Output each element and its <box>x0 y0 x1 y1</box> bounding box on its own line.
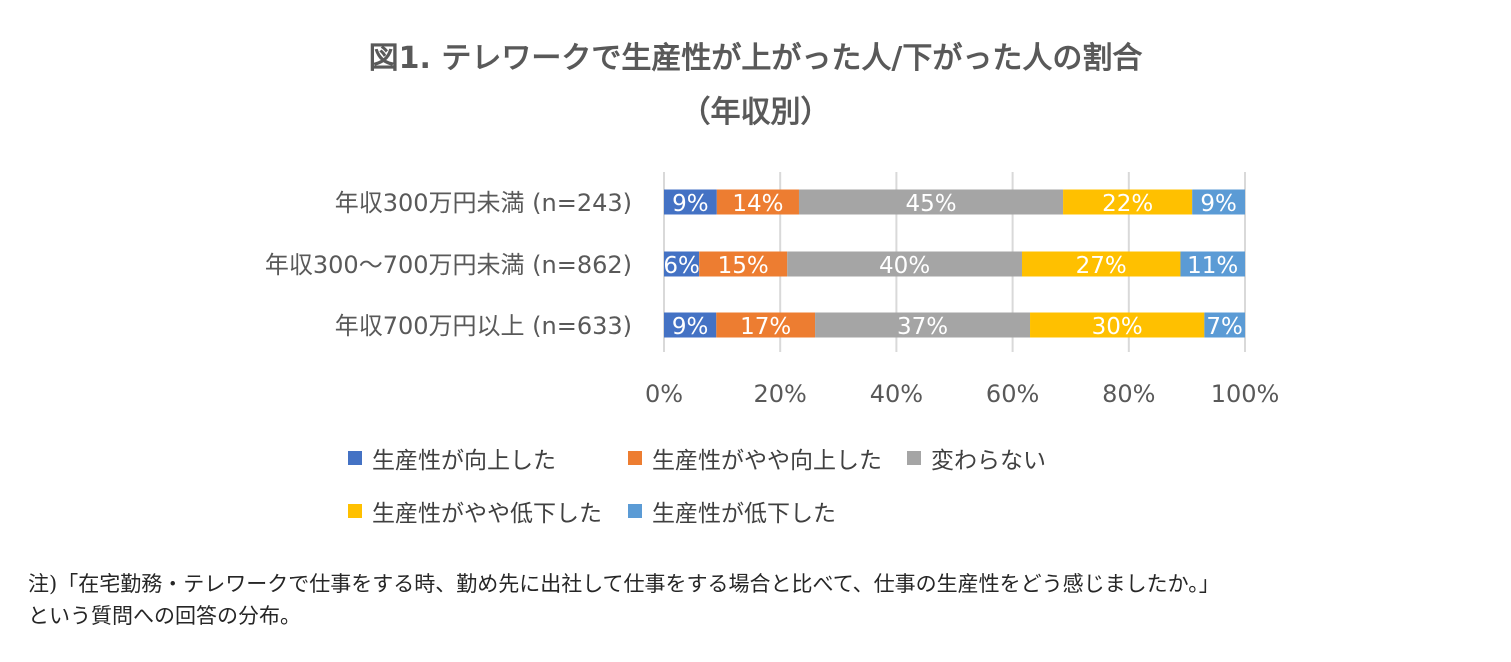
bar-down <box>1192 189 1245 215</box>
footnote-line-1: 注)「在宅勤務・テレワークで仕事をする時、勤め先に出社して仕事をする場合と比べて… <box>28 572 1220 596</box>
x-tick-label: 80% <box>1102 380 1155 408</box>
bar-up <box>664 312 717 338</box>
data-label: 11% <box>1187 253 1238 279</box>
legend-item-same: 変わらない <box>907 441 1046 475</box>
x-tick-label: 0% <box>645 380 683 408</box>
x-tick-label: 60% <box>986 380 1039 408</box>
legend-label-slightly-down: 生産性がやや低下した <box>372 501 602 527</box>
category-label: 年収300～700万円未満 (n=862) <box>265 251 632 279</box>
legend-swatch-slightly-up <box>628 451 642 465</box>
bar-slightly-up <box>699 251 788 277</box>
stacked-bar-chart: 0% 20% 40% 60% 80% 100% 年収300万円未満 (n=243) 9% 14%… <box>265 172 1280 408</box>
data-label: 45% <box>905 191 956 217</box>
data-label: 37% <box>897 314 948 340</box>
x-tick-label: 100% <box>1211 380 1280 408</box>
legend-item-down: 生産性が低下した <box>628 494 836 528</box>
category-label: 年収700万円以上 (n=633) <box>335 312 632 340</box>
data-label: 6% <box>663 253 700 279</box>
data-label: 40% <box>879 253 930 279</box>
x-tick-label: 20% <box>754 380 807 408</box>
data-label: 30% <box>1092 314 1143 340</box>
bar-down <box>1204 312 1245 338</box>
x-tick-label: 40% <box>870 380 923 408</box>
bar-slightly-down <box>1021 251 1181 277</box>
bar-up <box>664 189 717 215</box>
legend-label-slightly-up: 生産性がやや向上した <box>652 448 882 474</box>
legend-item-slightly-down: 生産性がやや低下した <box>348 494 602 528</box>
footnote-line-2: という質問への回答の分布。 <box>28 604 301 628</box>
bar-slightly-up <box>716 312 816 338</box>
data-label: 14% <box>732 191 783 217</box>
chart-title: 図1. テレワークで生産性が上がった人/下がった人の割合 <box>368 41 1143 76</box>
legend-label-down: 生産性が低下した <box>652 501 836 527</box>
bar-same <box>787 251 1022 277</box>
data-label: 15% <box>718 253 769 279</box>
data-label: 22% <box>1102 191 1153 217</box>
data-label: 9% <box>672 314 709 340</box>
data-label: 7% <box>1206 314 1243 340</box>
bar-up <box>664 251 700 277</box>
bar-down <box>1180 251 1245 277</box>
data-label: 27% <box>1076 253 1127 279</box>
legend-swatch-slightly-down <box>348 504 362 518</box>
legend-item-slightly-up: 生産性がやや向上した <box>628 441 882 475</box>
data-label: 9% <box>1200 191 1237 217</box>
bar-slightly-down <box>1030 312 1205 338</box>
legend-item-up: 生産性が向上した <box>348 441 556 475</box>
category-label: 年収300万円未満 (n=243) <box>335 189 632 217</box>
bar-same <box>798 189 1064 215</box>
legend-swatch-same <box>907 451 921 465</box>
bar-slightly-up <box>716 189 799 215</box>
legend-label-up: 生産性が向上した <box>372 448 556 474</box>
data-label: 17% <box>740 314 791 340</box>
bar-slightly-down <box>1063 189 1193 215</box>
legend-swatch-down <box>628 504 642 518</box>
bar-same <box>815 312 1031 338</box>
legend-label-same: 変わらない <box>931 448 1046 474</box>
data-label: 9% <box>672 191 709 217</box>
chart-subtitle: （年収別） <box>680 95 831 130</box>
legend-swatch-up <box>348 451 362 465</box>
